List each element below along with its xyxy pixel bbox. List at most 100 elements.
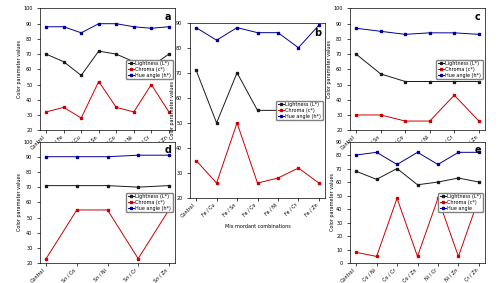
Lightness (L*) — [414, 183, 420, 186]
Hue angle (h*) — [378, 30, 384, 33]
Hue angle (h*) — [353, 27, 359, 30]
Chroma (c*) — [78, 116, 84, 120]
Chroma (c*) — [135, 257, 141, 260]
Hue angle — [456, 151, 462, 154]
X-axis label: Mix mordant combinations: Mix mordant combinations — [384, 156, 450, 161]
Chroma (c*) — [166, 208, 172, 212]
Hue angle (h*) — [114, 22, 119, 25]
Lightness (L*) — [214, 121, 220, 125]
Line: Lightness (L*): Lightness (L*) — [44, 184, 170, 188]
Chroma (c*) — [435, 197, 441, 200]
Legend: Lightness (L*), Chroma (c*), Hue angle (h*): Lightness (L*), Chroma (c*), Hue angle (… — [126, 60, 172, 79]
Chroma (c*) — [476, 197, 482, 200]
Lightness (L*) — [135, 185, 141, 189]
Hue angle (h*) — [427, 31, 433, 35]
Line: Hue angle (h*): Hue angle (h*) — [44, 22, 170, 34]
Chroma (c*) — [131, 110, 137, 113]
Text: e: e — [474, 145, 481, 155]
X-axis label: Mix mordant combinations: Mix mordant combinations — [224, 224, 290, 229]
Lightness (L*) — [316, 101, 322, 104]
Lightness (L*) — [353, 170, 359, 173]
Hue angle (h*) — [60, 25, 66, 28]
Lightness (L*) — [166, 52, 172, 56]
Legend: Lightness (L*), Chroma (c*), Hue angle (h*): Lightness (L*), Chroma (c*), Hue angle (… — [126, 193, 172, 212]
Hue angle (h*) — [234, 26, 240, 29]
Chroma (c*) — [104, 208, 110, 212]
Hue angle (h*) — [296, 46, 302, 50]
Lightness (L*) — [353, 52, 359, 56]
Hue angle — [374, 151, 380, 154]
Hue angle (h*) — [275, 31, 281, 34]
Lightness (L*) — [452, 80, 458, 83]
Chroma (c*) — [43, 257, 49, 260]
Lightness (L*) — [374, 178, 380, 181]
Chroma (c*) — [296, 166, 302, 170]
X-axis label: Mix mordant combinations: Mix mordant combinations — [74, 156, 140, 161]
Line: Hue angle: Hue angle — [354, 151, 480, 166]
Hue angle (h*) — [96, 22, 102, 25]
Chroma (c*) — [374, 255, 380, 258]
Lightness (L*) — [402, 80, 408, 83]
Lightness (L*) — [234, 71, 240, 74]
Lightness (L*) — [148, 65, 154, 68]
Lightness (L*) — [456, 176, 462, 180]
Chroma (c*) — [148, 83, 154, 86]
Y-axis label: Color parameter values: Color parameter values — [330, 173, 334, 231]
Hue angle (h*) — [254, 31, 260, 34]
Chroma (c*) — [316, 181, 322, 185]
Line: Hue angle (h*): Hue angle (h*) — [354, 27, 480, 36]
Lightness (L*) — [96, 49, 102, 53]
Line: Hue angle (h*): Hue angle (h*) — [194, 24, 320, 49]
Hue angle (h*) — [131, 25, 137, 28]
Chroma (c*) — [394, 197, 400, 200]
Chroma (c*) — [476, 119, 482, 123]
Chroma (c*) — [427, 119, 433, 123]
Hue angle — [353, 153, 359, 157]
Hue angle (h*) — [193, 26, 199, 29]
Hue angle (h*) — [148, 27, 154, 30]
Chroma (c*) — [214, 181, 220, 185]
Text: d: d — [164, 145, 171, 155]
Lightness (L*) — [104, 184, 110, 187]
Lightness (L*) — [296, 114, 302, 117]
Hue angle (h*) — [166, 153, 172, 157]
Lightness (L*) — [275, 109, 281, 112]
Line: Hue angle (h*): Hue angle (h*) — [44, 154, 170, 158]
Hue angle (h*) — [104, 155, 110, 158]
Text: b: b — [314, 28, 322, 38]
Lightness (L*) — [60, 60, 66, 63]
Chroma (c*) — [353, 251, 359, 254]
Lightness (L*) — [43, 52, 49, 56]
Lightness (L*) — [114, 52, 119, 56]
Line: Lightness (L*): Lightness (L*) — [354, 167, 480, 186]
Chroma (c*) — [452, 93, 458, 97]
Line: Lightness (L*): Lightness (L*) — [354, 53, 480, 83]
Hue angle (h*) — [43, 155, 49, 158]
Lightness (L*) — [43, 184, 49, 187]
Line: Lightness (L*): Lightness (L*) — [44, 50, 170, 77]
Hue angle — [414, 151, 420, 154]
Hue angle (h*) — [476, 33, 482, 36]
Line: Chroma (c*): Chroma (c*) — [194, 121, 320, 185]
Line: Chroma (c*): Chroma (c*) — [354, 94, 480, 123]
Hue angle (h*) — [74, 155, 80, 158]
Chroma (c*) — [193, 159, 199, 162]
Line: Chroma (c*): Chroma (c*) — [44, 209, 170, 260]
Chroma (c*) — [74, 208, 80, 212]
Legend: Lightness (L*), Chroma (c*), Hue angle (h*): Lightness (L*), Chroma (c*), Hue angle (… — [276, 101, 322, 120]
Legend: Lightness (L*), Chroma (c*), Hue angle (h*): Lightness (L*), Chroma (c*), Hue angle (… — [436, 60, 482, 79]
Hue angle (h*) — [452, 31, 458, 35]
Lightness (L*) — [427, 80, 433, 83]
Line: Chroma (c*): Chroma (c*) — [44, 80, 170, 119]
Lightness (L*) — [193, 68, 199, 72]
Chroma (c*) — [378, 113, 384, 117]
Chroma (c*) — [402, 119, 408, 123]
Hue angle — [435, 163, 441, 166]
Y-axis label: Color parameter values: Color parameter values — [170, 82, 174, 139]
Hue angle (h*) — [214, 38, 220, 42]
Lightness (L*) — [74, 184, 80, 187]
Legend: Lightness (L*), Chroma (c*), Hue angle: Lightness (L*), Chroma (c*), Hue angle — [438, 193, 482, 212]
Lightness (L*) — [476, 80, 482, 83]
Hue angle (h*) — [78, 31, 84, 35]
Y-axis label: Color parameter values: Color parameter values — [16, 173, 21, 231]
